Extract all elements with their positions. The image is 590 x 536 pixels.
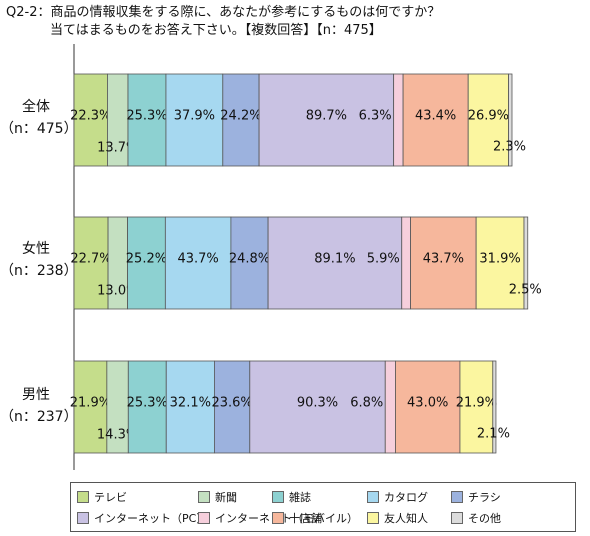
- legend-item: カタログ: [367, 489, 428, 505]
- bar-segment: [127, 73, 167, 167]
- bar-segment: [523, 216, 529, 310]
- category-n: （n：237）: [0, 409, 78, 425]
- data-label: 23.6%: [211, 396, 252, 411]
- legend-item: 十店舗: [272, 510, 322, 526]
- bar-segment: [402, 73, 469, 167]
- data-label: 89.1%: [314, 252, 355, 267]
- bar-segment: [467, 73, 509, 167]
- legend-swatch: [77, 512, 89, 524]
- data-label: 43.7%: [423, 252, 464, 267]
- data-label: 25.3%: [126, 109, 167, 124]
- category-n: （n：238）: [0, 263, 78, 279]
- data-label: 31.9%: [479, 252, 520, 267]
- bar-segment: [73, 216, 109, 310]
- data-label: 21.9%: [70, 396, 111, 411]
- data-label: 26.9%: [468, 109, 509, 124]
- bar-segment: [73, 360, 108, 454]
- data-label: 43.4%: [415, 109, 456, 124]
- bar-segment: [475, 216, 525, 310]
- legend-swatch: [367, 512, 379, 524]
- data-label: 22.3%: [70, 109, 111, 124]
- legend-label: 雑誌: [289, 491, 311, 504]
- bar-segment: [165, 73, 224, 167]
- data-label: 2.1%: [477, 427, 510, 442]
- category-name: 男性: [22, 387, 50, 403]
- legend-label: インターネット（モバイル）: [215, 512, 358, 525]
- data-label: 6.3%: [359, 109, 392, 124]
- bar-segment: [393, 73, 404, 167]
- data-label: 43.7%: [177, 252, 218, 267]
- bar-segment: [384, 360, 396, 454]
- bar-segment: [267, 216, 403, 310]
- data-label: 37.9%: [174, 109, 215, 124]
- legend-label: テレビ: [94, 491, 127, 504]
- bar-segment: [459, 360, 494, 454]
- legend-item: 友人知人: [367, 510, 428, 526]
- bar-segment: [410, 216, 477, 310]
- category-label-0: 全体 （n：475）: [0, 96, 78, 140]
- legend-label: インターネット（PC）: [94, 512, 208, 525]
- bar-segment: [258, 73, 395, 167]
- legend-swatch: [367, 491, 379, 503]
- stacked-bar-chart: 22.3%13.7%25.3% 37.9% 24.2% 89.7% 6.3% 43.4% 2…: [70, 44, 542, 470]
- bar-segment: [401, 216, 412, 310]
- chart-title-line2: 当てはまるものをお答え下さい。【複数回答】【n：475】: [50, 23, 382, 38]
- bar-segment: [127, 216, 166, 310]
- legend-item: インターネット（モバイル）: [198, 510, 358, 526]
- legend-label: その他: [468, 512, 501, 525]
- data-label: 43.0%: [407, 396, 448, 411]
- category-name: 全体: [22, 99, 50, 115]
- bar-segment: [395, 360, 461, 454]
- legend-swatch: [77, 491, 89, 503]
- category-name: 女性: [22, 241, 50, 257]
- chart-title: Q2-2：商品の情報収集をする際に、あなたが参考にするものは何ですか？ 当てはま…: [6, 4, 440, 40]
- legend-label: カタログ: [384, 491, 428, 504]
- legend-label: 友人知人: [384, 512, 428, 525]
- bar-segment: [73, 73, 108, 167]
- legend-item: テレビ: [77, 489, 127, 505]
- legend-swatch: [272, 512, 284, 524]
- legend-label: 十店舗: [289, 512, 322, 525]
- bar-segment: [222, 73, 260, 167]
- data-label: 21.9%: [456, 396, 497, 411]
- bar-segment: [230, 216, 269, 310]
- legend-item: その他: [451, 510, 501, 526]
- data-label: 24.8%: [229, 252, 270, 267]
- legend-item: インターネット（PC）: [77, 510, 207, 526]
- chart-title-line1: Q2-2：商品の情報収集をする際に、あなたが参考にするものは何ですか？: [6, 5, 441, 20]
- bar-segment: [508, 73, 513, 167]
- data-label: 6.8%: [350, 396, 383, 411]
- bar-segment: [492, 360, 497, 454]
- legend-swatch: [198, 512, 210, 524]
- data-label: 89.7%: [306, 109, 347, 124]
- bar-segment: [164, 216, 232, 310]
- legend-label: チラシ: [468, 491, 501, 504]
- category-label-1: 女性 （n：238）: [0, 238, 78, 282]
- data-label: 32.1%: [170, 396, 211, 411]
- legend-swatch: [451, 491, 463, 503]
- data-label: 2.5%: [509, 283, 542, 298]
- category-n: （n：475）: [0, 121, 78, 137]
- category-label-2: 男性 （n：237）: [0, 384, 78, 428]
- data-label: 25.2%: [126, 252, 167, 267]
- data-label: 2.3%: [493, 140, 526, 155]
- legend-label: 新聞: [215, 491, 237, 504]
- legend-item: チラシ: [451, 489, 501, 505]
- legend-item: 雑誌: [272, 489, 311, 505]
- data-label: 22.7%: [70, 252, 111, 267]
- legend-swatch: [272, 491, 284, 503]
- legend-swatch: [451, 512, 463, 524]
- legend-swatch: [198, 491, 210, 503]
- bar-segment: [213, 360, 251, 454]
- data-label: 25.3%: [127, 396, 168, 411]
- data-label: 90.3%: [297, 396, 338, 411]
- chart-legend: テレビ 新聞 雑誌 カタログ チラシインターネット（PC） インターネット（モバイル） 十店…: [70, 482, 576, 532]
- bar-segment: [249, 360, 386, 454]
- data-label: 5.9%: [367, 252, 400, 267]
- bar-segment: [127, 360, 167, 454]
- legend-item: 新聞: [198, 489, 237, 505]
- data-label: 24.2%: [220, 109, 261, 124]
